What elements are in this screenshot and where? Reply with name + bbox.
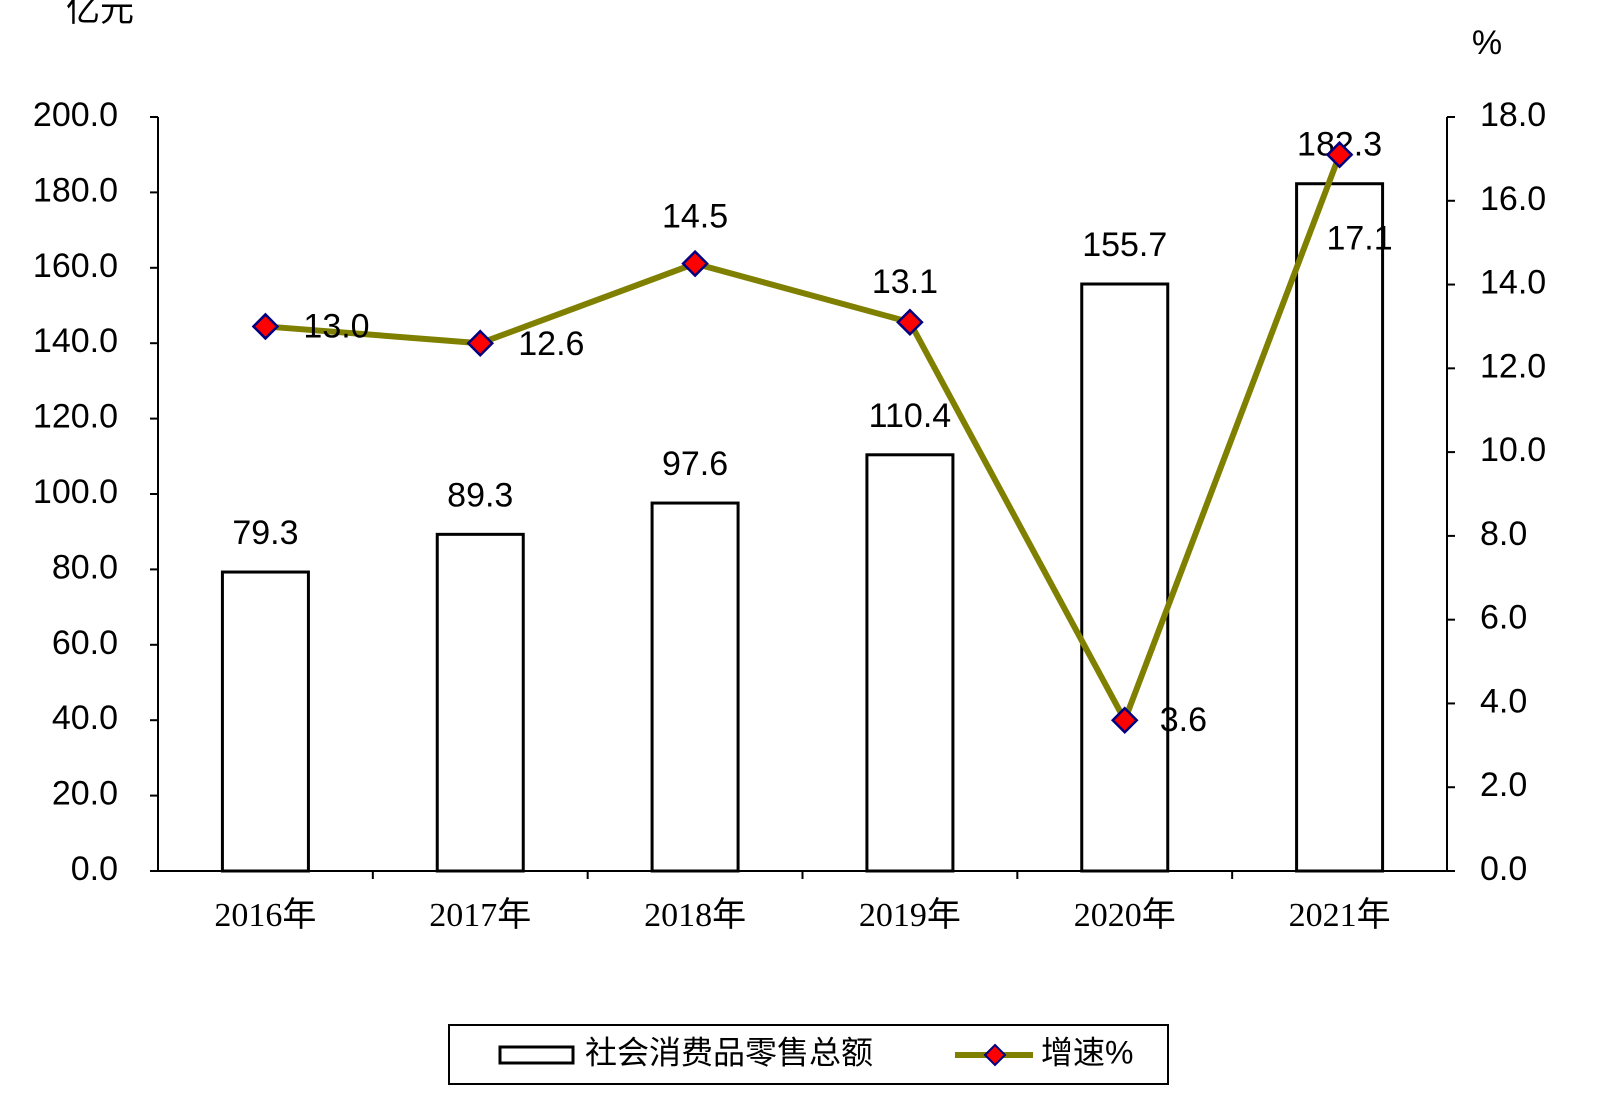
y-tick-label: 140.0: [33, 322, 118, 360]
y2-tick-label: 2.0: [1480, 766, 1527, 804]
x-tick-label: 2016年: [214, 896, 316, 934]
bar-value-label: 89.3: [447, 476, 513, 514]
line-value-label: 12.6: [518, 325, 584, 363]
line-marker: [466, 329, 495, 357]
y2-tick-label: 6.0: [1480, 599, 1527, 637]
y2-tick-label: 12.0: [1480, 347, 1546, 385]
y-tick-label: 180.0: [33, 171, 118, 209]
y-tick-label: 100.0: [33, 473, 118, 511]
x-tick-label: 2019年: [859, 896, 961, 934]
line-value-label: 17.1: [1326, 220, 1392, 258]
bar: [220, 570, 310, 873]
legend-marker: [983, 1043, 1007, 1067]
y2-tick-label: 10.0: [1480, 431, 1546, 469]
y-tick-label: 60.0: [52, 624, 118, 662]
y-tick-label: 200.0: [33, 96, 118, 134]
line-value-label: 13.0: [303, 307, 369, 345]
y-tick-label: 120.0: [33, 398, 118, 436]
y-tick-label: 160.0: [33, 247, 118, 285]
x-tick-label: 2021年: [1289, 896, 1391, 934]
y-tick-label: 40.0: [52, 699, 118, 737]
bar: [1295, 182, 1385, 873]
bar-value-label: 79.3: [232, 514, 298, 552]
bar-value-label: 155.7: [1082, 226, 1167, 264]
x-tick-label: 2020年: [1074, 896, 1176, 934]
y2-tick-label: 0.0: [1480, 850, 1527, 888]
line-marker: [1110, 706, 1139, 734]
bar: [1080, 282, 1170, 873]
line: [265, 153, 1343, 724]
line-value-label: 13.1: [872, 263, 938, 301]
legend-label: 增速%: [1041, 1034, 1133, 1070]
legend-label: 社会消费品零售总额: [585, 1034, 873, 1070]
y-axis-unit: 亿元: [66, 0, 134, 29]
y2-tick-label: 18.0: [1480, 96, 1546, 134]
legend-swatch: [498, 1045, 575, 1065]
bar-value-label: 110.4: [869, 397, 952, 435]
bar-value-label: 97.6: [662, 445, 728, 483]
line-marker: [896, 308, 924, 337]
x-tick-label: 2017年: [429, 896, 531, 934]
line-value-label: 14.5: [662, 198, 728, 236]
y-tick-label: 20.0: [52, 775, 118, 813]
line-marker: [681, 249, 709, 278]
bar: [650, 501, 740, 873]
x-tick-label: 2018年: [644, 896, 746, 934]
y-tick-label: 0.0: [71, 850, 118, 888]
bar: [435, 532, 525, 873]
line-marker: [251, 312, 280, 341]
y2-tick-label: 14.0: [1480, 264, 1546, 302]
y2-tick-label: 8.0: [1480, 515, 1527, 553]
line-value-label: 3.6: [1160, 701, 1207, 739]
y2-axis-unit: %: [1472, 24, 1502, 62]
y2-tick-label: 4.0: [1480, 682, 1527, 720]
y-tick-label: 80.0: [52, 548, 118, 586]
bar: [865, 453, 955, 873]
y2-tick-label: 16.0: [1480, 180, 1546, 218]
line-marker: [1325, 140, 1354, 169]
